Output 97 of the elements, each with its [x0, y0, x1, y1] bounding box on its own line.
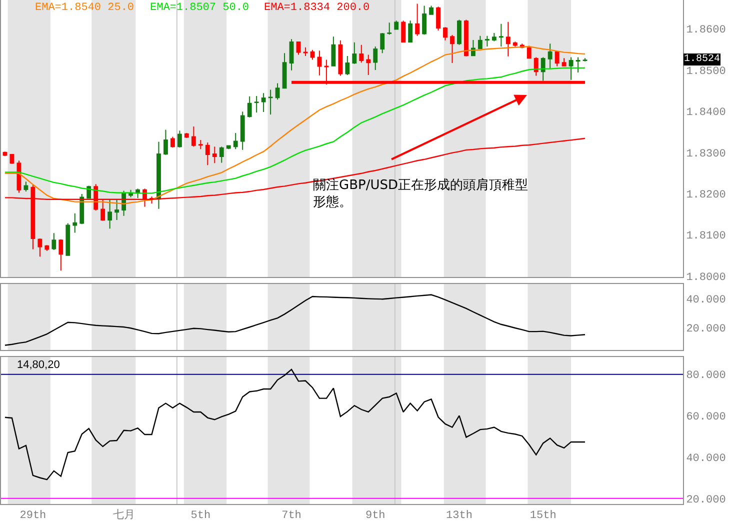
- candlestick: [24, 181, 28, 192]
- candlestick: [422, 5, 426, 36]
- candlestick: [394, 20, 399, 30]
- candlestick: [114, 199, 120, 220]
- candlestick: [38, 238, 42, 258]
- x-tick-label: 七月: [112, 508, 135, 522]
- candlestick: [401, 20, 406, 43]
- candlestick: [254, 95, 259, 113]
- candlestick: [526, 45, 532, 59]
- y-tick-label: 1.8200: [686, 189, 726, 202]
- candlestick: [275, 82, 280, 100]
- y-tick-label: 40.000: [686, 452, 726, 465]
- candlestick: [352, 42, 357, 64]
- y-tick-label: 20.000: [686, 323, 726, 336]
- candlestick: [303, 46, 308, 57]
- candlestick: [72, 212, 78, 234]
- candlestick: [562, 58, 566, 67]
- candlestick: [261, 92, 266, 113]
- candlestick: [582, 58, 588, 62]
- candlestick: [268, 89, 273, 115]
- y-tick-label: 60.000: [686, 412, 726, 424]
- candlestick: [233, 132, 238, 150]
- candlestick: [296, 41, 301, 56]
- candlestick: [66, 222, 70, 256]
- candlestick: [512, 41, 518, 48]
- y-tick-label: 1.8400: [686, 107, 726, 120]
- candlestick: [457, 19, 462, 46]
- candlestick: [387, 22, 392, 36]
- candlestick: [177, 130, 182, 148]
- candlestick: [212, 146, 217, 164]
- candlestick: [548, 43, 552, 69]
- candlestick: [366, 54, 371, 76]
- text: EMA=1.8507 50.0: [150, 2, 250, 14]
- candlestick: [506, 21, 510, 57]
- text: EMA=1.8334 200.0: [264, 2, 370, 14]
- x-tick-label: 29th: [20, 510, 46, 522]
- y-tick-label: 1.8500: [686, 66, 726, 78]
- y-tick-label: 1.8600: [686, 24, 726, 37]
- candlestick: [184, 132, 189, 138]
- y-tick-label: 40.000: [686, 294, 726, 307]
- candlestick: [345, 56, 350, 76]
- text: 1.8524: [684, 54, 720, 65]
- candlestick: [58, 238, 64, 272]
- candlestick: [450, 34, 454, 64]
- line-series: [4, 294, 586, 346]
- candlestick: [498, 23, 504, 48]
- candlestick: [492, 32, 496, 42]
- y-tick-label: 1.8100: [686, 230, 726, 243]
- line-series: [4, 368, 586, 480]
- candlestick: [240, 111, 245, 150]
- candlestick: [170, 136, 175, 148]
- candlestick: [108, 198, 112, 230]
- y-tick-label: 80.000: [686, 370, 726, 382]
- x-tick-label: 15th: [530, 510, 556, 522]
- candlestick: [373, 46, 378, 71]
- annotation: 關注GBP/USD正在形成的頭肩頂稚型形態。: [313, 177, 528, 210]
- candlestick: [478, 35, 482, 50]
- candlestick: [282, 52, 287, 90]
- candlestick: [429, 5, 434, 16]
- candlestick: [576, 56, 580, 73]
- candlestick: [408, 20, 413, 43]
- line-series: [4, 67, 586, 194]
- candlestick: [568, 56, 574, 80]
- candlestick: [226, 144, 231, 150]
- candlestick: [247, 96, 252, 118]
- candlestick: [289, 38, 294, 71]
- candlestick: [443, 26, 448, 41]
- candlestick: [338, 40, 343, 76]
- text: EMA=1.8540 25.0: [35, 2, 134, 14]
- candlestick: [205, 142, 210, 166]
- candlestick: [317, 50, 322, 76]
- x-tick-label: 9th: [365, 510, 386, 522]
- candlestick: [534, 56, 538, 76]
- y-tick-label: 1.8000: [686, 272, 726, 284]
- annotation: 14,80,20: [17, 359, 60, 371]
- candlestick: [44, 245, 50, 252]
- x-tick-label: 13th: [446, 510, 472, 522]
- candlestick: [464, 19, 468, 57]
- candlestick: [198, 140, 203, 150]
- candlestick: [310, 49, 315, 60]
- candlestick: [80, 194, 84, 225]
- candlestick: [219, 146, 224, 164]
- candlestick: [436, 6, 440, 31]
- y-tick-label: 20.000: [686, 494, 726, 506]
- candlestick: [380, 32, 385, 54]
- y-tick-label: 1.8300: [686, 148, 726, 160]
- candlestick: [554, 50, 560, 67]
- candlestick: [415, 3, 420, 36]
- candlestick: [331, 36, 336, 67]
- candlestick: [191, 126, 196, 148]
- x-tick-label: 5th: [190, 510, 211, 522]
- candlestick: [484, 35, 490, 48]
- candlestick: [359, 44, 364, 64]
- candlestick: [164, 129, 168, 156]
- candlestick: [52, 232, 56, 251]
- x-tick-label: 7th: [282, 510, 302, 522]
- candlestick: [156, 141, 161, 210]
